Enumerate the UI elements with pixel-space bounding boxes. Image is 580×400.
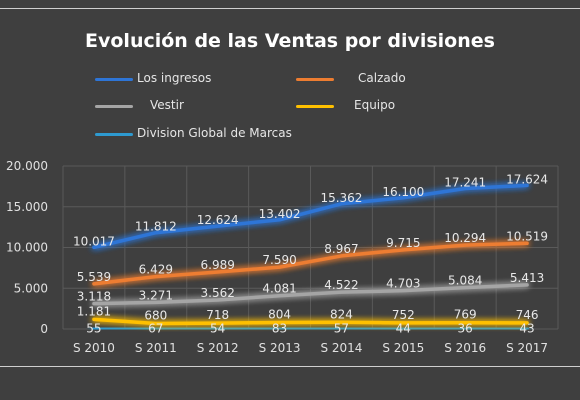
x-tick-label: S 2016 [444, 341, 486, 355]
x-tick-label: S 2015 [382, 341, 424, 355]
bottom-divider [0, 366, 580, 367]
series-line-calzado [92, 241, 529, 286]
data-label: 3.118 [77, 290, 111, 304]
data-label: 83 [272, 321, 287, 335]
data-labels: 10.017 11.812 12.624 13.402 15.362 16.100 17.2… [73, 172, 548, 335]
legend-label-vestir: Vestir [150, 98, 184, 112]
data-label: 4.703 [386, 277, 420, 291]
series-line-los-ingresos [92, 183, 529, 250]
data-label: 6.989 [201, 258, 235, 272]
data-label: 54 [210, 322, 225, 336]
x-tick-label: S 2017 [506, 341, 548, 355]
data-label: 5.084 [448, 274, 482, 288]
legend-label-equipo: Equipo [354, 98, 396, 112]
data-label: 11.812 [135, 220, 177, 234]
data-label: 67 [148, 321, 163, 335]
y-tick-label: 20.000 [6, 159, 48, 173]
legend-label-division-global-de-marcas: Division Global de Marcas [137, 126, 292, 140]
y-tick-label: 15.000 [6, 200, 48, 214]
data-label: 10.519 [506, 229, 548, 243]
legend-swatch-los-ingresos [95, 78, 133, 81]
data-label: 746 [516, 308, 539, 322]
legend-swatch-equipo [296, 105, 334, 108]
x-axis-ticks: S 2010 S 2011 S 2012 S 2013 S 2014 S 2015 S 20… [73, 341, 548, 355]
data-label: 6.429 [139, 263, 173, 277]
data-label: 824 [330, 307, 353, 321]
data-label: 44 [396, 322, 411, 336]
series-line-equipo [92, 317, 529, 326]
data-label: 16.100 [382, 185, 424, 199]
data-label: 5.413 [510, 271, 544, 285]
data-label: 17.624 [506, 172, 548, 186]
data-label: 36 [458, 322, 473, 336]
data-label: 4.081 [262, 282, 296, 296]
legend-swatch-vestir [95, 105, 133, 108]
data-label: 769 [454, 308, 477, 322]
legend-label-los-ingresos: Los ingresos [137, 71, 212, 85]
x-tick-label: S 2012 [197, 341, 239, 355]
data-label: 10.017 [73, 234, 115, 248]
data-label: 3.271 [139, 288, 173, 302]
data-label: 10.294 [444, 231, 486, 245]
data-label: 57 [334, 322, 349, 336]
data-label: 1.181 [77, 304, 111, 318]
chart-title: Evolución de las Ventas por divisiones [85, 30, 495, 52]
y-tick-label: 0 [40, 322, 48, 336]
top-divider [0, 8, 580, 9]
data-label: 680 [144, 308, 167, 322]
data-label: 12.624 [197, 213, 239, 227]
legend-swatch-calzado [296, 78, 334, 81]
data-label: 4.522 [324, 278, 358, 292]
data-label: 15.362 [320, 191, 362, 205]
y-tick-label: 5.000 [14, 281, 48, 295]
x-tick-label: S 2010 [73, 341, 115, 355]
data-label: 804 [268, 307, 291, 321]
series-lines [92, 183, 529, 331]
x-tick-label: S 2013 [259, 341, 301, 355]
data-label: 43 [519, 322, 534, 336]
x-tick-label: S 2014 [320, 341, 362, 355]
chart-grid [62, 165, 559, 330]
data-label: 7.590 [262, 253, 296, 267]
y-axis-ticks: 0 5.000 10.000 15.000 20.000 [6, 159, 48, 336]
legend-swatch-division-global-de-marcas [95, 133, 133, 136]
data-label: 8.967 [324, 242, 358, 256]
data-label: 3.562 [201, 286, 235, 300]
data-label: 17.241 [444, 175, 486, 189]
data-label: 9.715 [386, 236, 420, 250]
data-label: 13.402 [259, 207, 301, 221]
y-tick-label: 10.000 [6, 241, 48, 255]
data-label: 5.539 [77, 270, 111, 284]
series-line-vestir [92, 283, 529, 306]
data-label: 55 [86, 322, 101, 336]
data-label: 718 [206, 308, 229, 322]
x-tick-label: S 2011 [135, 341, 177, 355]
data-label: 752 [392, 308, 415, 322]
legend-label-calzado: Calzado [358, 71, 406, 85]
